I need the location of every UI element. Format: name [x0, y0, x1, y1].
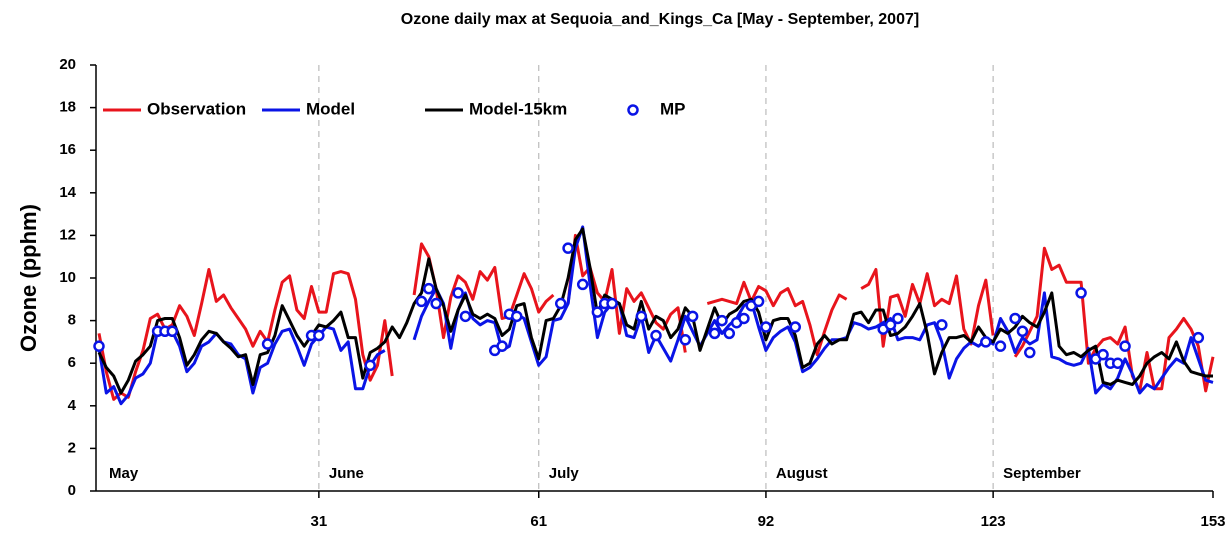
month-label: September — [1003, 465, 1081, 482]
mp-point — [606, 297, 618, 310]
y-tick-label: 6 — [68, 354, 76, 371]
mp-point — [716, 314, 728, 327]
x-tick-label: 153 — [1200, 513, 1225, 530]
y-tick-label: 20 — [59, 56, 76, 73]
mp-point — [1111, 357, 1124, 369]
mp-point — [496, 340, 508, 352]
mp-point — [789, 321, 801, 333]
y-tick-label: 12 — [59, 226, 76, 243]
mp-point — [459, 310, 472, 323]
mp-point — [1024, 346, 1036, 359]
x-tick-label: 61 — [530, 513, 547, 530]
mp-point — [686, 310, 699, 323]
mp-point — [752, 295, 765, 308]
legend-label: MP — [660, 99, 686, 118]
mp-point — [892, 312, 904, 325]
y-tick-label: 4 — [68, 397, 77, 414]
mp-point — [93, 340, 105, 352]
y-tick-label: 14 — [59, 184, 76, 201]
mp-point — [423, 282, 435, 295]
y-axis-label: Ozone (pphm) — [16, 204, 41, 352]
mp-point — [1192, 331, 1205, 344]
legend-label: Model-15km — [469, 99, 567, 118]
mp-point — [884, 319, 897, 331]
month-label: June — [329, 465, 364, 482]
y-tick-label: 10 — [59, 269, 76, 286]
legend-label: Observation — [147, 99, 246, 118]
month-label: August — [776, 465, 828, 482]
mp-point — [430, 297, 442, 310]
mp-point — [452, 287, 464, 299]
mp-point — [562, 242, 574, 254]
mp-point — [313, 329, 325, 342]
mp-point — [261, 338, 274, 350]
x-tick-label: 92 — [758, 513, 775, 530]
mp-point — [980, 336, 992, 348]
mp-point — [1009, 312, 1021, 325]
mp-point — [760, 321, 772, 333]
month-label: May — [109, 465, 139, 482]
mp-point — [1119, 340, 1131, 352]
legend-swatch — [627, 104, 639, 116]
mp-point — [1075, 287, 1087, 299]
mp-point — [576, 278, 589, 291]
mp-point — [511, 310, 523, 323]
mp-point — [415, 295, 428, 308]
y-tick-label: 18 — [59, 99, 76, 116]
mp-point — [738, 312, 750, 325]
y-tick-label: 0 — [68, 482, 76, 499]
mp-point — [591, 306, 604, 318]
mp-point — [679, 334, 692, 346]
y-tick-label: 16 — [59, 141, 76, 158]
x-tick-label: 123 — [981, 513, 1006, 530]
month-label: July — [549, 465, 580, 482]
mp-point — [708, 327, 721, 340]
mp-point — [1016, 325, 1029, 337]
mp-point — [1097, 348, 1109, 361]
mp-point — [650, 329, 662, 342]
series-line — [97, 233, 1215, 401]
legend-label: Model — [306, 99, 355, 118]
mp-point — [723, 327, 736, 340]
x-tick-label: 31 — [311, 513, 328, 530]
y-tick-label: 2 — [68, 439, 76, 456]
mp-point — [936, 319, 948, 331]
chart-title: Ozone daily max at Sequoia_and_Kings_Ca … — [401, 11, 919, 28]
mp-point — [635, 310, 648, 323]
mp-point — [554, 297, 567, 310]
mp-point — [166, 325, 179, 337]
series-line — [97, 227, 1213, 395]
mp-point — [994, 340, 1007, 352]
mp-point — [364, 359, 376, 372]
y-tick-label: 8 — [68, 312, 76, 329]
